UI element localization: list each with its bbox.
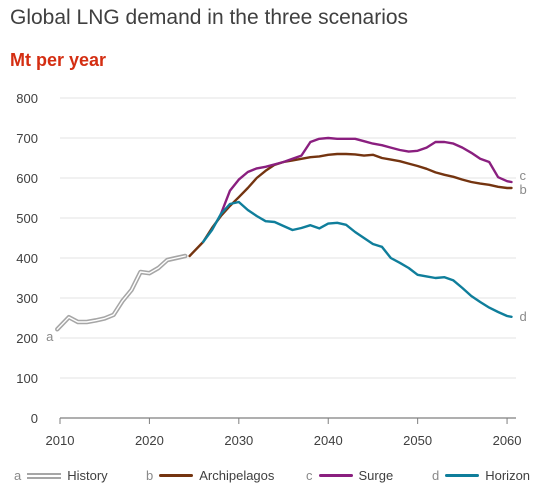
series-end-label-d: d [520, 309, 527, 324]
series-end-label-b: b [520, 182, 527, 197]
y-tick-label-300: 300 [16, 291, 38, 306]
legend-letter-a: a [14, 468, 22, 483]
x-tick-label-2060: 2060 [493, 433, 522, 448]
chart-title: Global LNG demand in the three scenarios [10, 6, 409, 29]
legend-letter-c: c [306, 468, 313, 483]
y-tick-label-400: 400 [16, 251, 38, 266]
legend-item-horizon: d Horizon [432, 468, 530, 483]
y-tick-label-100: 100 [16, 371, 38, 386]
series-end-label-c: c [520, 168, 527, 183]
legend-swatch-horizon [445, 474, 480, 477]
legend-label-archipelagos: Archipelagos [199, 468, 275, 483]
x-tick-label-2030: 2030 [224, 433, 253, 448]
y-tick-label-600: 600 [16, 171, 38, 186]
x-tick-label-2020: 2020 [135, 433, 164, 448]
legend-label-surge: Surge [358, 468, 394, 483]
x-tick-label-2040: 2040 [314, 433, 343, 448]
x-tick-label-2050: 2050 [403, 433, 432, 448]
line-chart: 0 100 200 300 400 500 600 700 800 2010 2020 2030 204… [16, 91, 527, 448]
legend-item-surge: c Surge [306, 468, 393, 483]
y-tick-label-800: 800 [16, 91, 38, 106]
y-tick-label-200: 200 [16, 331, 38, 346]
y-tick-label-0: 0 [31, 411, 38, 426]
legend-letter-b: b [146, 468, 154, 483]
legend-item-archipelagos: b Archipelagos [146, 468, 274, 483]
series-line-history-inner [56, 255, 186, 330]
y-tick-label-700: 700 [16, 131, 38, 146]
legend-swatch-archipelagos [159, 474, 194, 477]
series-line-archipelagos [188, 152, 513, 258]
series-end-label-a: a [46, 329, 54, 344]
legend-letter-d: d [432, 468, 440, 483]
series-line-history [55, 253, 188, 332]
x-tick-label-2010: 2010 [46, 433, 75, 448]
legend-swatch-history [27, 472, 62, 479]
y-tick-label-500: 500 [16, 211, 38, 226]
y-axis-unit-label: Mt per year [10, 50, 107, 70]
legend-swatch-surge [318, 474, 353, 477]
chart-legend: a History b Archipelagos c Surge d Horiz… [0, 468, 543, 490]
series-line-horizon [201, 200, 513, 318]
series-line-surge [219, 136, 513, 216]
legend-label-horizon: Horizon [485, 468, 531, 483]
legend-label-history: History [67, 468, 108, 483]
legend-item-history: a History [14, 468, 108, 483]
